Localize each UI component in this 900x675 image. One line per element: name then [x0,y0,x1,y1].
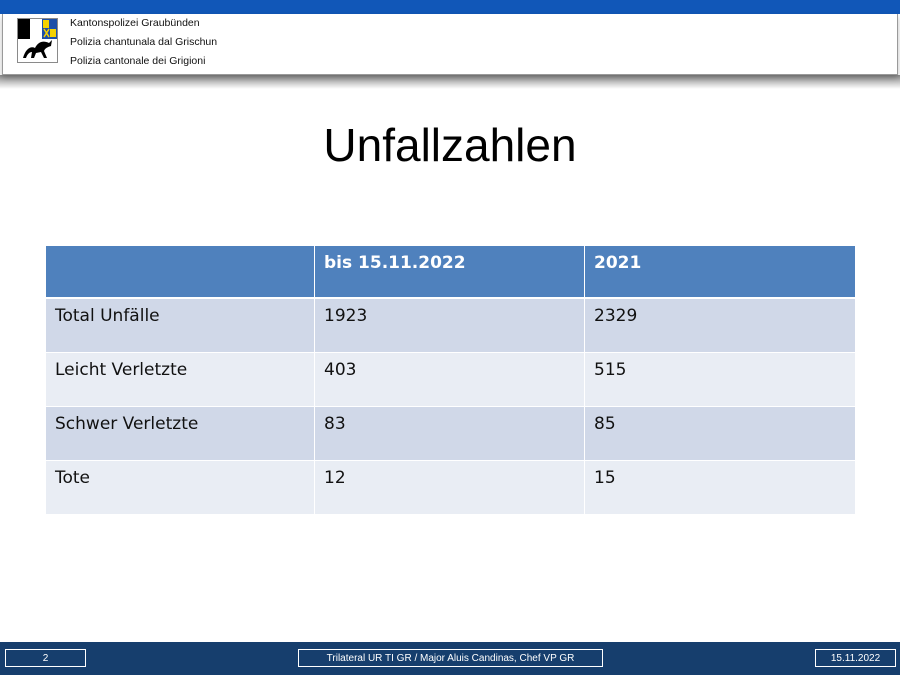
header-cell-category [45,245,315,299]
row-label: Schwer Verletzte [45,406,315,461]
accident-statistics-table: bis 15.11.2022 2021 Total Unfälle 1923 2… [45,245,856,515]
row-label: Leicht Verletzte [45,352,315,407]
org-name-romansh: Polizia chantunala dal Grischun [70,36,218,48]
row-label: Total Unfälle [45,297,315,353]
header-shadow [0,75,900,89]
table-row: Tote 12 15 [45,460,856,515]
header-accent-bar [0,0,900,14]
table-row: Schwer Verletzte 83 85 [45,406,856,461]
value-2021: 15 [584,460,856,515]
presentation-date: 15.11.2022 [815,649,896,667]
table-row: Total Unfälle 1923 2329 [45,297,856,353]
header-cell-2021: 2021 [584,245,856,299]
value-2022: 1923 [314,297,585,353]
value-2021: 515 [584,352,856,407]
row-label: Tote [45,460,315,515]
org-name-german: Kantonspolizei Graubünden [70,17,200,29]
organization-names: Kantonspolizei Graubünden Polizia chantu… [70,16,217,73]
table-header-row: bis 15.11.2022 2021 [45,245,856,299]
header [2,14,898,75]
page-number: 2 [5,649,86,667]
table-row: Leicht Verletzte 403 515 [45,352,856,407]
footer: 2 Trilateral UR TI GR / Major Aluis Cand… [0,642,900,675]
value-2021: 2329 [584,297,856,353]
slide-title: Unfallzahlen [323,119,577,171]
value-2022: 83 [314,406,585,461]
value-2021: 85 [584,406,856,461]
presenter-info: Trilateral UR TI GR / Major Aluis Candin… [298,649,603,667]
coat-of-arms-icon [17,18,58,63]
org-name-italian: Polizia cantonale dei Grigioni [70,55,206,67]
header-cell-2022: bis 15.11.2022 [314,245,585,299]
value-2022: 12 [314,460,585,515]
value-2022: 403 [314,352,585,407]
